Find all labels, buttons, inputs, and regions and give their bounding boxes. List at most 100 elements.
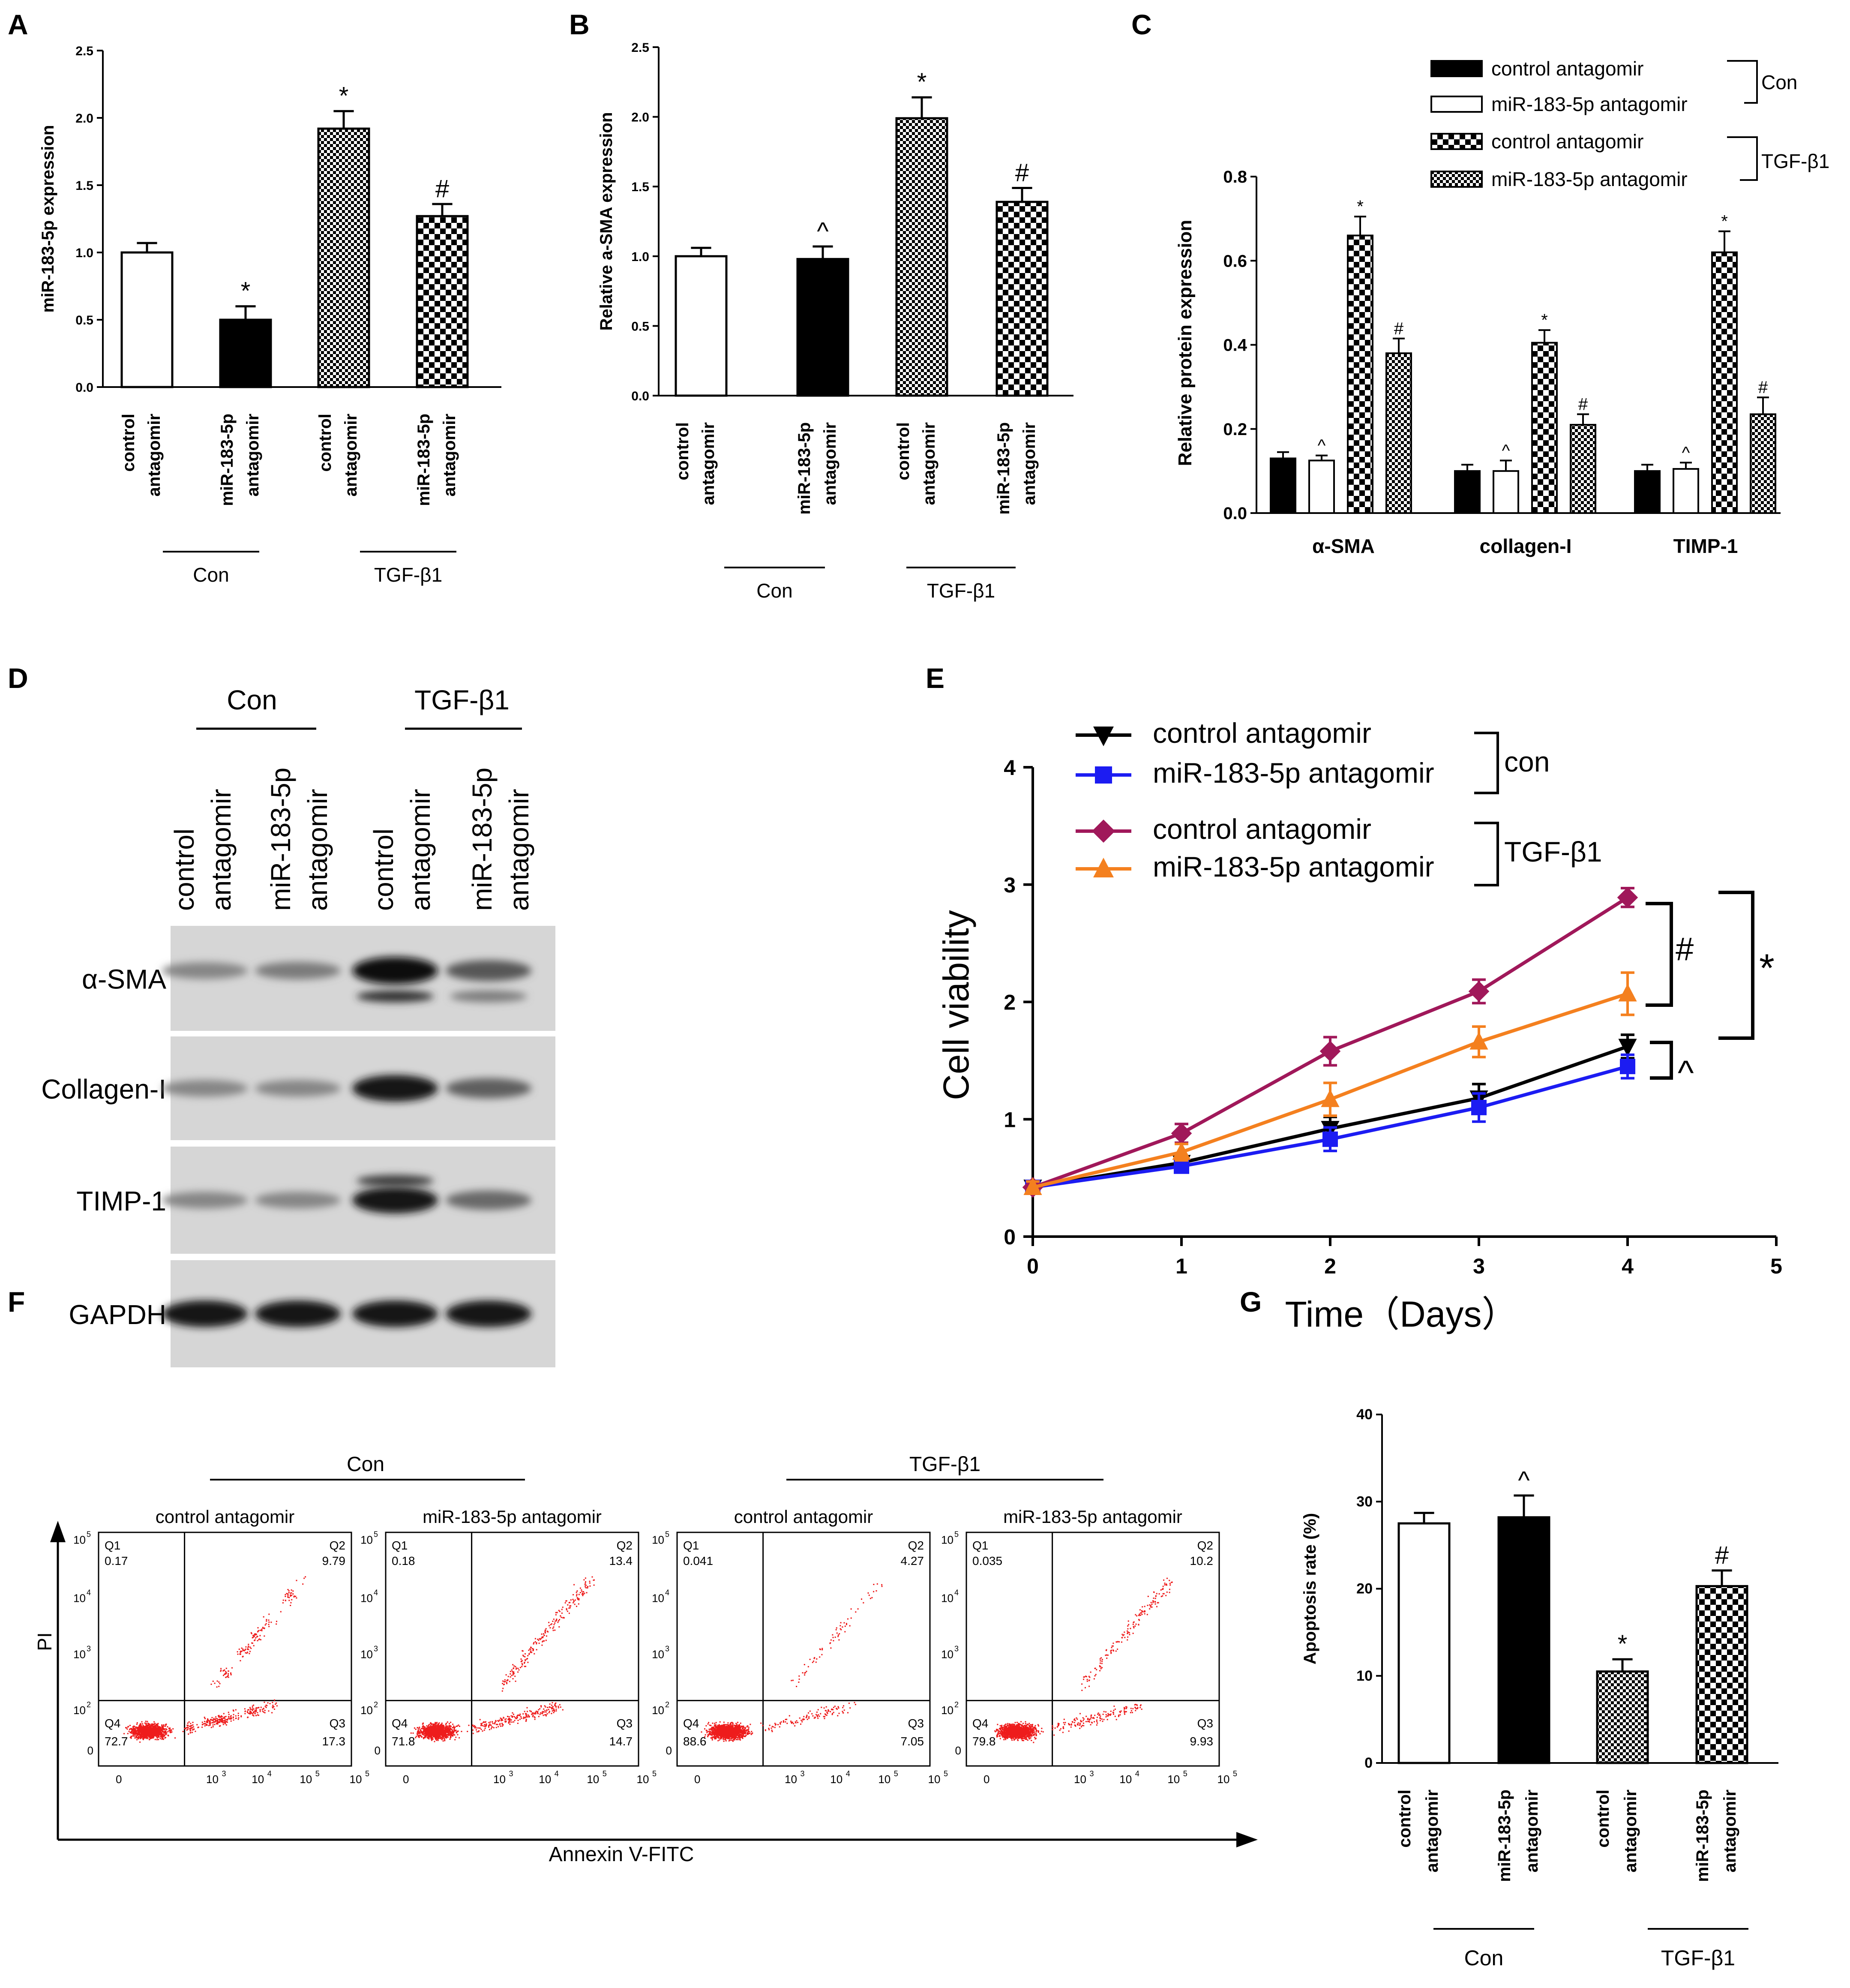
- legend-bracket: [1727, 60, 1758, 104]
- y-tick-label: 0: [87, 1744, 93, 1757]
- bar: [1531, 342, 1558, 514]
- y-tick-exponent: 4: [374, 1589, 378, 1597]
- bar: [1385, 352, 1412, 514]
- x-tick-label: 3: [1473, 1254, 1485, 1278]
- y-tick-exponent: 2: [954, 1700, 959, 1709]
- y-tick-exponent: 2: [665, 1700, 669, 1709]
- quadrant-value-q4: 71.8: [392, 1735, 415, 1748]
- bar: [1270, 457, 1296, 514]
- group-label-tgf: TGF-β1: [909, 1453, 980, 1476]
- x-category-label: control: [316, 414, 335, 472]
- legend-group-label: TGF-β1: [1761, 150, 1829, 172]
- x-tick-exponent: 4: [555, 1769, 559, 1778]
- group-label-tgf: TGF-β1: [927, 580, 995, 602]
- y-tick-label: 10: [360, 1704, 373, 1717]
- bar: [1347, 234, 1373, 514]
- bar: [796, 258, 849, 397]
- blot-band: [352, 1300, 438, 1327]
- y-tick-label: 0.5: [631, 319, 649, 333]
- y-tick-label: 30: [1356, 1493, 1373, 1510]
- series-marker: [1617, 887, 1638, 908]
- panel-letter-f: F: [8, 1286, 25, 1318]
- blot-band: [255, 961, 341, 980]
- bar: [995, 201, 1049, 397]
- legend-label: control antagomir: [1491, 57, 1643, 80]
- quadrant-name: Q4: [972, 1717, 988, 1730]
- group-label-tgf: TGF-β1: [414, 685, 510, 715]
- x-tick-label: 10: [928, 1773, 941, 1786]
- x-category-label: antagomir: [821, 422, 840, 505]
- series-marker: [1172, 1142, 1191, 1160]
- lane-label: control: [169, 829, 200, 911]
- x-category-label: antagomir: [920, 422, 938, 505]
- x-tick-label: 10: [1167, 1773, 1180, 1786]
- blot-band: [162, 1300, 248, 1327]
- quadrant-name: Q3: [908, 1717, 924, 1730]
- x-tick-exponent: 4: [267, 1769, 272, 1778]
- x-tick-label: 4: [1622, 1254, 1634, 1278]
- significance-bracket: [1646, 902, 1673, 1007]
- x-tick-label: 0: [694, 1773, 700, 1786]
- legend-bracket: [1474, 822, 1499, 886]
- y-tick-label: 10: [360, 1533, 373, 1546]
- x-tick-exponent: 3: [1090, 1769, 1094, 1778]
- blot-band: [255, 1192, 341, 1209]
- legend-bracket: [1727, 136, 1758, 181]
- series-marker: [1023, 1177, 1042, 1195]
- quadrant-name: Q3: [617, 1717, 633, 1730]
- x-tick-label: 10: [830, 1773, 843, 1786]
- blot-band: [352, 1075, 438, 1102]
- bar-annotation: ^: [1518, 1466, 1529, 1494]
- bar: [1308, 459, 1335, 514]
- y-tick-exponent: 5: [954, 1530, 959, 1538]
- series-marker: [1092, 820, 1115, 843]
- x-category-label: control: [894, 422, 913, 480]
- bar: [675, 255, 728, 397]
- x-category-label: antagomir: [699, 422, 718, 505]
- x-tick-exponent: 5: [315, 1769, 320, 1778]
- y-tick-label: 0.0: [75, 381, 93, 395]
- x-tick-exponent: 4: [846, 1769, 850, 1778]
- panel-a-bar-chart: 0.0 0.5 1.0 1.5 2.0 2.5 miR-183-5p expression *…: [39, 44, 501, 586]
- x-category-label: antagomir: [1020, 422, 1039, 505]
- x-category-label: TIMP-1: [1673, 535, 1738, 557]
- quadrant-value-q2: 13.4: [609, 1554, 633, 1568]
- series-marker: [1319, 1041, 1341, 1062]
- bar-annotation: #: [435, 175, 449, 203]
- scatter-events: [410, 1576, 595, 1742]
- bar-annotation: ^: [1318, 436, 1326, 455]
- blot-band: [352, 957, 438, 985]
- quadrant-value-q1: 0.041: [683, 1554, 713, 1568]
- y-tick-label: 0.4: [1223, 336, 1247, 355]
- y-tick-label: 0.2: [1223, 420, 1247, 439]
- quadrant-value-q2: 10.2: [1190, 1554, 1214, 1568]
- y-tick-exponent: 2: [374, 1700, 378, 1709]
- y-tick-exponent: 2: [87, 1700, 91, 1709]
- y-tick-exponent: 3: [374, 1644, 378, 1653]
- x-category-label: antagomir: [145, 414, 164, 496]
- lane-label: miR-183-5p: [467, 768, 498, 911]
- y-tick-label: 0: [666, 1744, 672, 1757]
- bar: [1711, 251, 1738, 514]
- y-tick-label: 10: [652, 1592, 664, 1605]
- y-tick-exponent: 3: [954, 1644, 959, 1653]
- y-tick-label: 10: [652, 1704, 664, 1717]
- series-marker: [1171, 1123, 1192, 1144]
- x-tick-label: 1: [1175, 1254, 1187, 1278]
- x-tick-exponent: 5: [944, 1769, 948, 1778]
- series-marker: [1469, 1032, 1488, 1050]
- legend-label: miR-183-5p antagomir: [1491, 93, 1688, 115]
- y-axis-title: miR-183-5p expression: [39, 125, 57, 313]
- quadrant-value-q3: 9.93: [1190, 1735, 1214, 1748]
- y-axis-title: Apoptosis rate (%): [1301, 1513, 1319, 1664]
- bar-annotation: #: [1758, 378, 1768, 397]
- y-tick-label: 1.0: [631, 250, 649, 264]
- bar: [1454, 470, 1481, 514]
- x-category-label: miR-183-5p: [795, 422, 814, 515]
- group-label-con: Con: [227, 685, 277, 715]
- y-tick-label: 2.5: [631, 41, 649, 55]
- x-tick-label: 2: [1324, 1254, 1336, 1278]
- y-tick-label: 0: [375, 1744, 381, 1757]
